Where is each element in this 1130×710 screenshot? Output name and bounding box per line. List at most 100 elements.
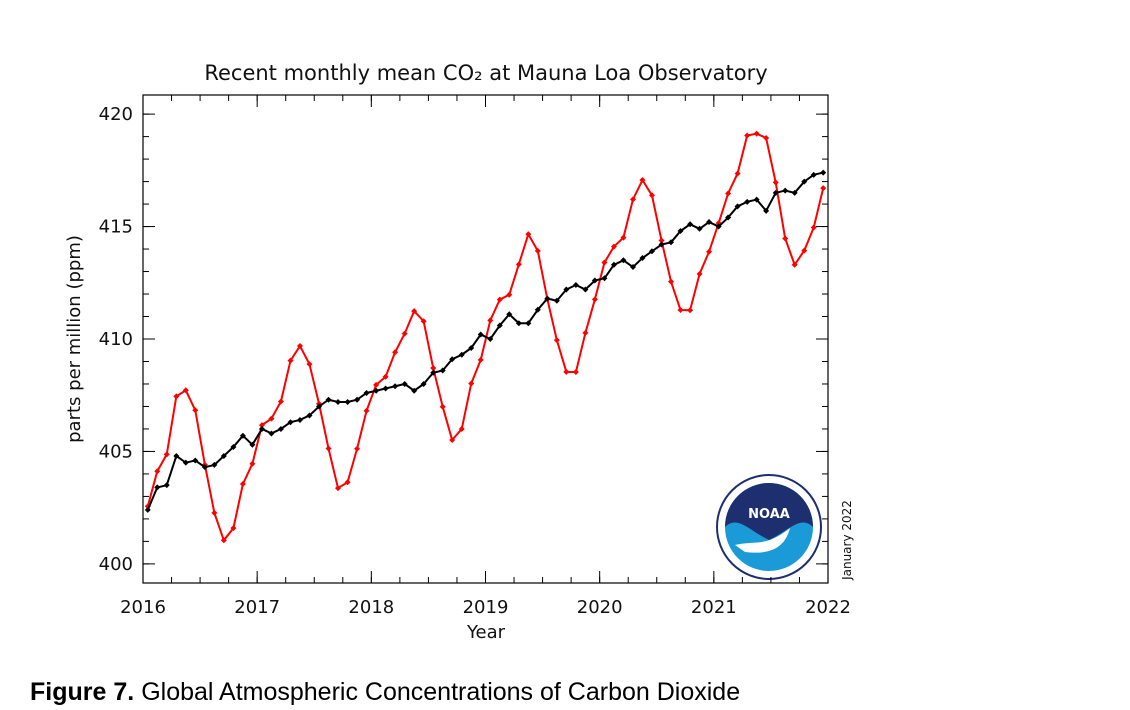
caption-label: Figure 7. — [30, 678, 134, 706]
data-point — [268, 415, 275, 422]
data-point — [220, 452, 227, 459]
data-point — [458, 351, 465, 358]
data-point — [325, 396, 332, 403]
data-point — [496, 296, 503, 303]
data-point — [468, 380, 475, 387]
data-point — [515, 261, 522, 268]
x-tick-label: 2016 — [120, 597, 166, 618]
data-point — [439, 367, 446, 374]
data-point — [648, 248, 655, 255]
data-point — [696, 271, 703, 278]
data-point — [782, 235, 789, 242]
data-point — [725, 190, 732, 197]
data-point — [801, 178, 808, 185]
data-point — [277, 425, 284, 432]
data-point — [668, 278, 675, 285]
data-point — [277, 398, 284, 405]
data-point — [810, 224, 817, 231]
data-point — [211, 509, 218, 516]
data-point — [249, 460, 256, 467]
data-point — [268, 430, 275, 437]
data-point — [715, 223, 722, 230]
data-point — [182, 459, 189, 466]
data-point — [325, 445, 332, 452]
data-point — [630, 264, 637, 271]
data-point — [363, 407, 370, 414]
data-point — [506, 311, 513, 318]
data-point — [658, 237, 665, 244]
data-point — [163, 451, 170, 458]
data-point — [601, 275, 608, 282]
data-point — [439, 403, 446, 410]
data-point — [334, 398, 341, 405]
data-point — [354, 396, 361, 403]
data-point — [782, 187, 789, 194]
chart-title: Recent monthly mean CO₂ at Mauna Loa Obs… — [204, 61, 767, 85]
data-point — [734, 170, 741, 177]
data-point — [449, 436, 456, 443]
data-point — [687, 221, 694, 228]
x-tick-label: 2020 — [577, 597, 623, 618]
data-point — [763, 207, 770, 214]
data-point — [382, 385, 389, 392]
data-point — [753, 130, 760, 137]
logo-bird — [735, 528, 790, 553]
data-point — [363, 389, 370, 396]
data-point — [316, 403, 323, 410]
data-point — [572, 282, 579, 289]
data-point — [249, 441, 256, 448]
data-point — [582, 329, 589, 336]
data-point — [506, 291, 513, 298]
data-point — [610, 243, 617, 250]
data-point — [430, 365, 437, 372]
data-point — [772, 179, 779, 186]
data-point — [620, 257, 627, 264]
data-point — [239, 481, 246, 488]
data-point — [306, 361, 313, 368]
y-tick-label: 415 — [99, 217, 133, 238]
date-note: January 2022 — [840, 500, 854, 581]
y-tick-label: 420 — [99, 104, 133, 125]
data-point — [258, 425, 265, 432]
data-point — [192, 407, 199, 414]
data-point — [706, 248, 713, 255]
logo-text: NOAA — [748, 507, 790, 522]
data-point — [163, 482, 170, 489]
data-point — [344, 398, 351, 405]
data-point — [534, 247, 541, 254]
x-tick-label: 2019 — [463, 597, 509, 618]
data-point — [192, 457, 199, 464]
noaa-logo: NOAA — [716, 474, 822, 580]
data-point — [772, 189, 779, 196]
data-point — [820, 185, 827, 192]
data-point — [201, 464, 208, 471]
data-point — [468, 344, 475, 351]
logo-top — [725, 483, 813, 540]
data-point — [677, 306, 684, 313]
data-point — [591, 296, 598, 303]
data-point — [477, 356, 484, 363]
data-point — [639, 177, 646, 184]
data-point — [239, 432, 246, 439]
data-point — [696, 225, 703, 232]
x-tick-label: 2021 — [691, 597, 737, 618]
x-tick-label: 2018 — [348, 597, 394, 618]
data-point — [563, 368, 570, 375]
data-point — [801, 247, 808, 254]
data-point — [744, 132, 751, 139]
caption: Figure 7. Global Atmospheric Concentratio… — [30, 678, 740, 706]
data-point — [525, 320, 532, 327]
x-tick-label: 2022 — [805, 597, 851, 618]
data-point — [449, 356, 456, 363]
data-point — [582, 286, 589, 293]
data-point — [791, 189, 798, 196]
data-point — [144, 506, 151, 513]
data-point — [173, 452, 180, 459]
data-point — [744, 198, 751, 205]
data-point — [620, 234, 627, 241]
data-point — [658, 241, 665, 248]
data-point — [553, 337, 560, 344]
data-point — [287, 419, 294, 426]
